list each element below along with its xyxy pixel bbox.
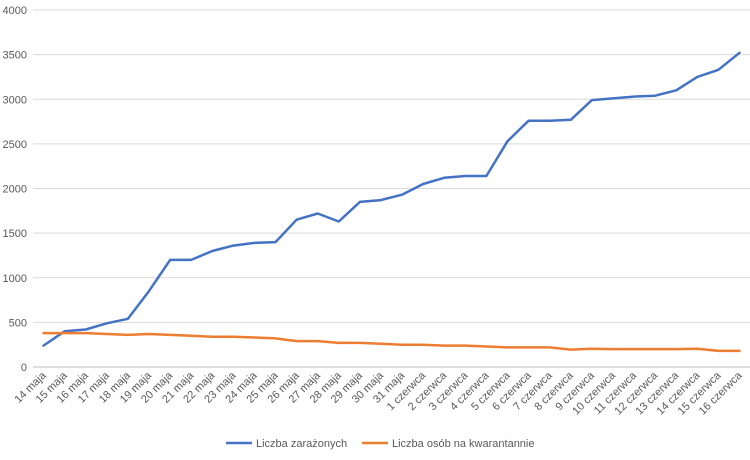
legend-label-quarantine: Liczba osób na kwarantannie <box>392 438 534 450</box>
y-tick-label: 2500 <box>3 139 27 151</box>
y-tick-label: 2000 <box>3 184 27 196</box>
gridlines <box>33 9 750 323</box>
y-tick-label: 3500 <box>3 50 27 62</box>
legend: Liczba zarażonych Liczba osób na kwarant… <box>226 438 534 450</box>
legend-label-infected: Liczba zarażonych <box>256 438 347 450</box>
y-tick-label: 1500 <box>3 228 27 240</box>
y-axis-tick-labels: 0 500 1000 1500 2000 2500 3000 3500 4000 <box>3 5 27 374</box>
y-tick-label: 1000 <box>3 273 27 285</box>
y-tick-label: 500 <box>9 317 27 329</box>
y-tick-label: 3000 <box>3 94 27 106</box>
y-tick-label: 4000 <box>3 5 27 17</box>
series-line-infected <box>42 51 741 347</box>
y-tick-label: 0 <box>21 362 27 374</box>
series-line-quarantine <box>42 331 741 353</box>
series-lines <box>42 51 741 353</box>
